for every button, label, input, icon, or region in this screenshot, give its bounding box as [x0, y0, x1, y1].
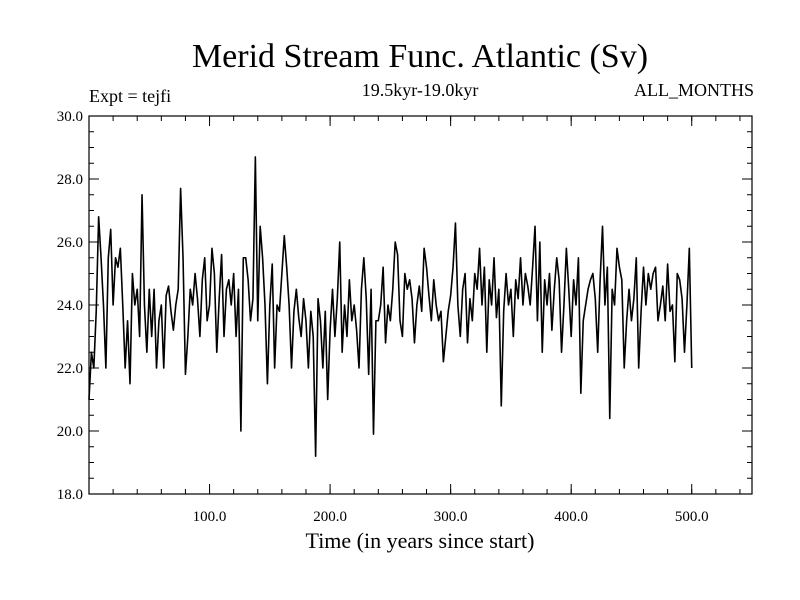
- axis-tick-labels: 100.0 200.0 300.0 400.0 500.0 18.0 20.0 22.0 24.…: [57, 109, 709, 525]
- series-line: [88, 156, 693, 458]
- y-tick-label: 30.0: [57, 109, 83, 125]
- x-tick-label: 300.0: [434, 509, 468, 525]
- chart-title: Merid Stream Func. Atlantic (Sv): [191, 38, 649, 75]
- data-series: [88, 156, 693, 458]
- x-tick-label: 100.0: [193, 509, 227, 525]
- y-tick-label: 24.0: [57, 298, 83, 314]
- experiment-label: Expt = tejfi: [89, 86, 172, 106]
- chart-subtitle: 19.5kyr-19.0kyr: [361, 80, 479, 100]
- x-tick-label: 200.0: [313, 509, 347, 525]
- y-tick-label: 18.0: [57, 487, 83, 503]
- x-tick-label: 500.0: [675, 509, 709, 525]
- months-label: ALL_MONTHS: [634, 80, 754, 100]
- x-tick-label: 400.0: [554, 509, 588, 525]
- x-axis-label: Time (in years since start): [305, 528, 535, 553]
- y-tick-label: 22.0: [57, 361, 83, 377]
- y-tick-label: 20.0: [57, 424, 83, 440]
- axis-ticks: [88, 115, 752, 495]
- y-tick-label: 26.0: [57, 235, 83, 251]
- y-tick-label: 28.0: [57, 172, 83, 188]
